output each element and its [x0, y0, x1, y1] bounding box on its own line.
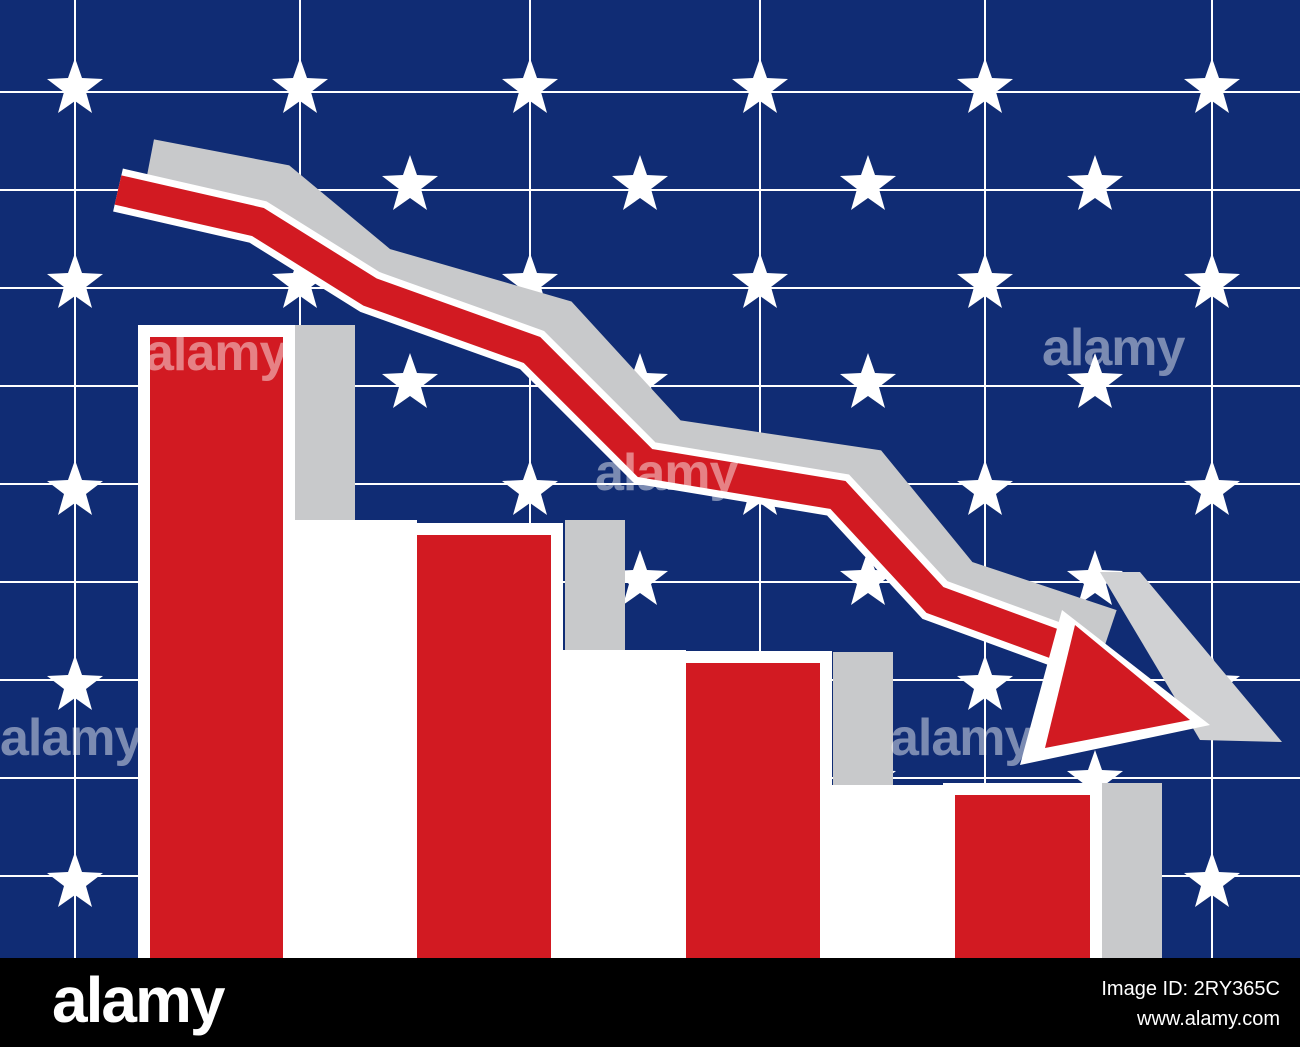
url: www.alamy.com — [1136, 1008, 1280, 1030]
step-white — [820, 785, 955, 958]
bar — [955, 795, 1090, 958]
arrow-shadow — [146, 139, 1117, 650]
arrow — [113, 139, 1282, 765]
watermark: alamy — [145, 324, 289, 382]
footer-logo: alamy — [52, 964, 226, 1036]
step-white — [551, 650, 686, 958]
watermark: alamy — [1042, 319, 1186, 377]
bar — [417, 535, 551, 958]
step-shadow — [565, 520, 625, 650]
step-white — [283, 520, 417, 958]
watermark: alamy — [595, 444, 739, 502]
step-shadow — [295, 325, 355, 520]
arrowhead-shadow — [1100, 572, 1282, 742]
bar — [686, 663, 820, 958]
bar — [150, 337, 283, 958]
step-shadow — [1102, 783, 1162, 958]
watermark: alamy — [890, 709, 1034, 767]
arrowhead — [1045, 625, 1190, 748]
footer — [0, 958, 1300, 1047]
step-shadow — [833, 652, 893, 785]
watermark: alamy — [0, 709, 144, 767]
bar-steps — [138, 325, 1162, 958]
image-id: Image ID: 2RY365C — [1101, 978, 1280, 1000]
watermarks: alamy alamy alamy alamy alamy — [0, 319, 1187, 767]
arrow-body — [114, 175, 1091, 670]
